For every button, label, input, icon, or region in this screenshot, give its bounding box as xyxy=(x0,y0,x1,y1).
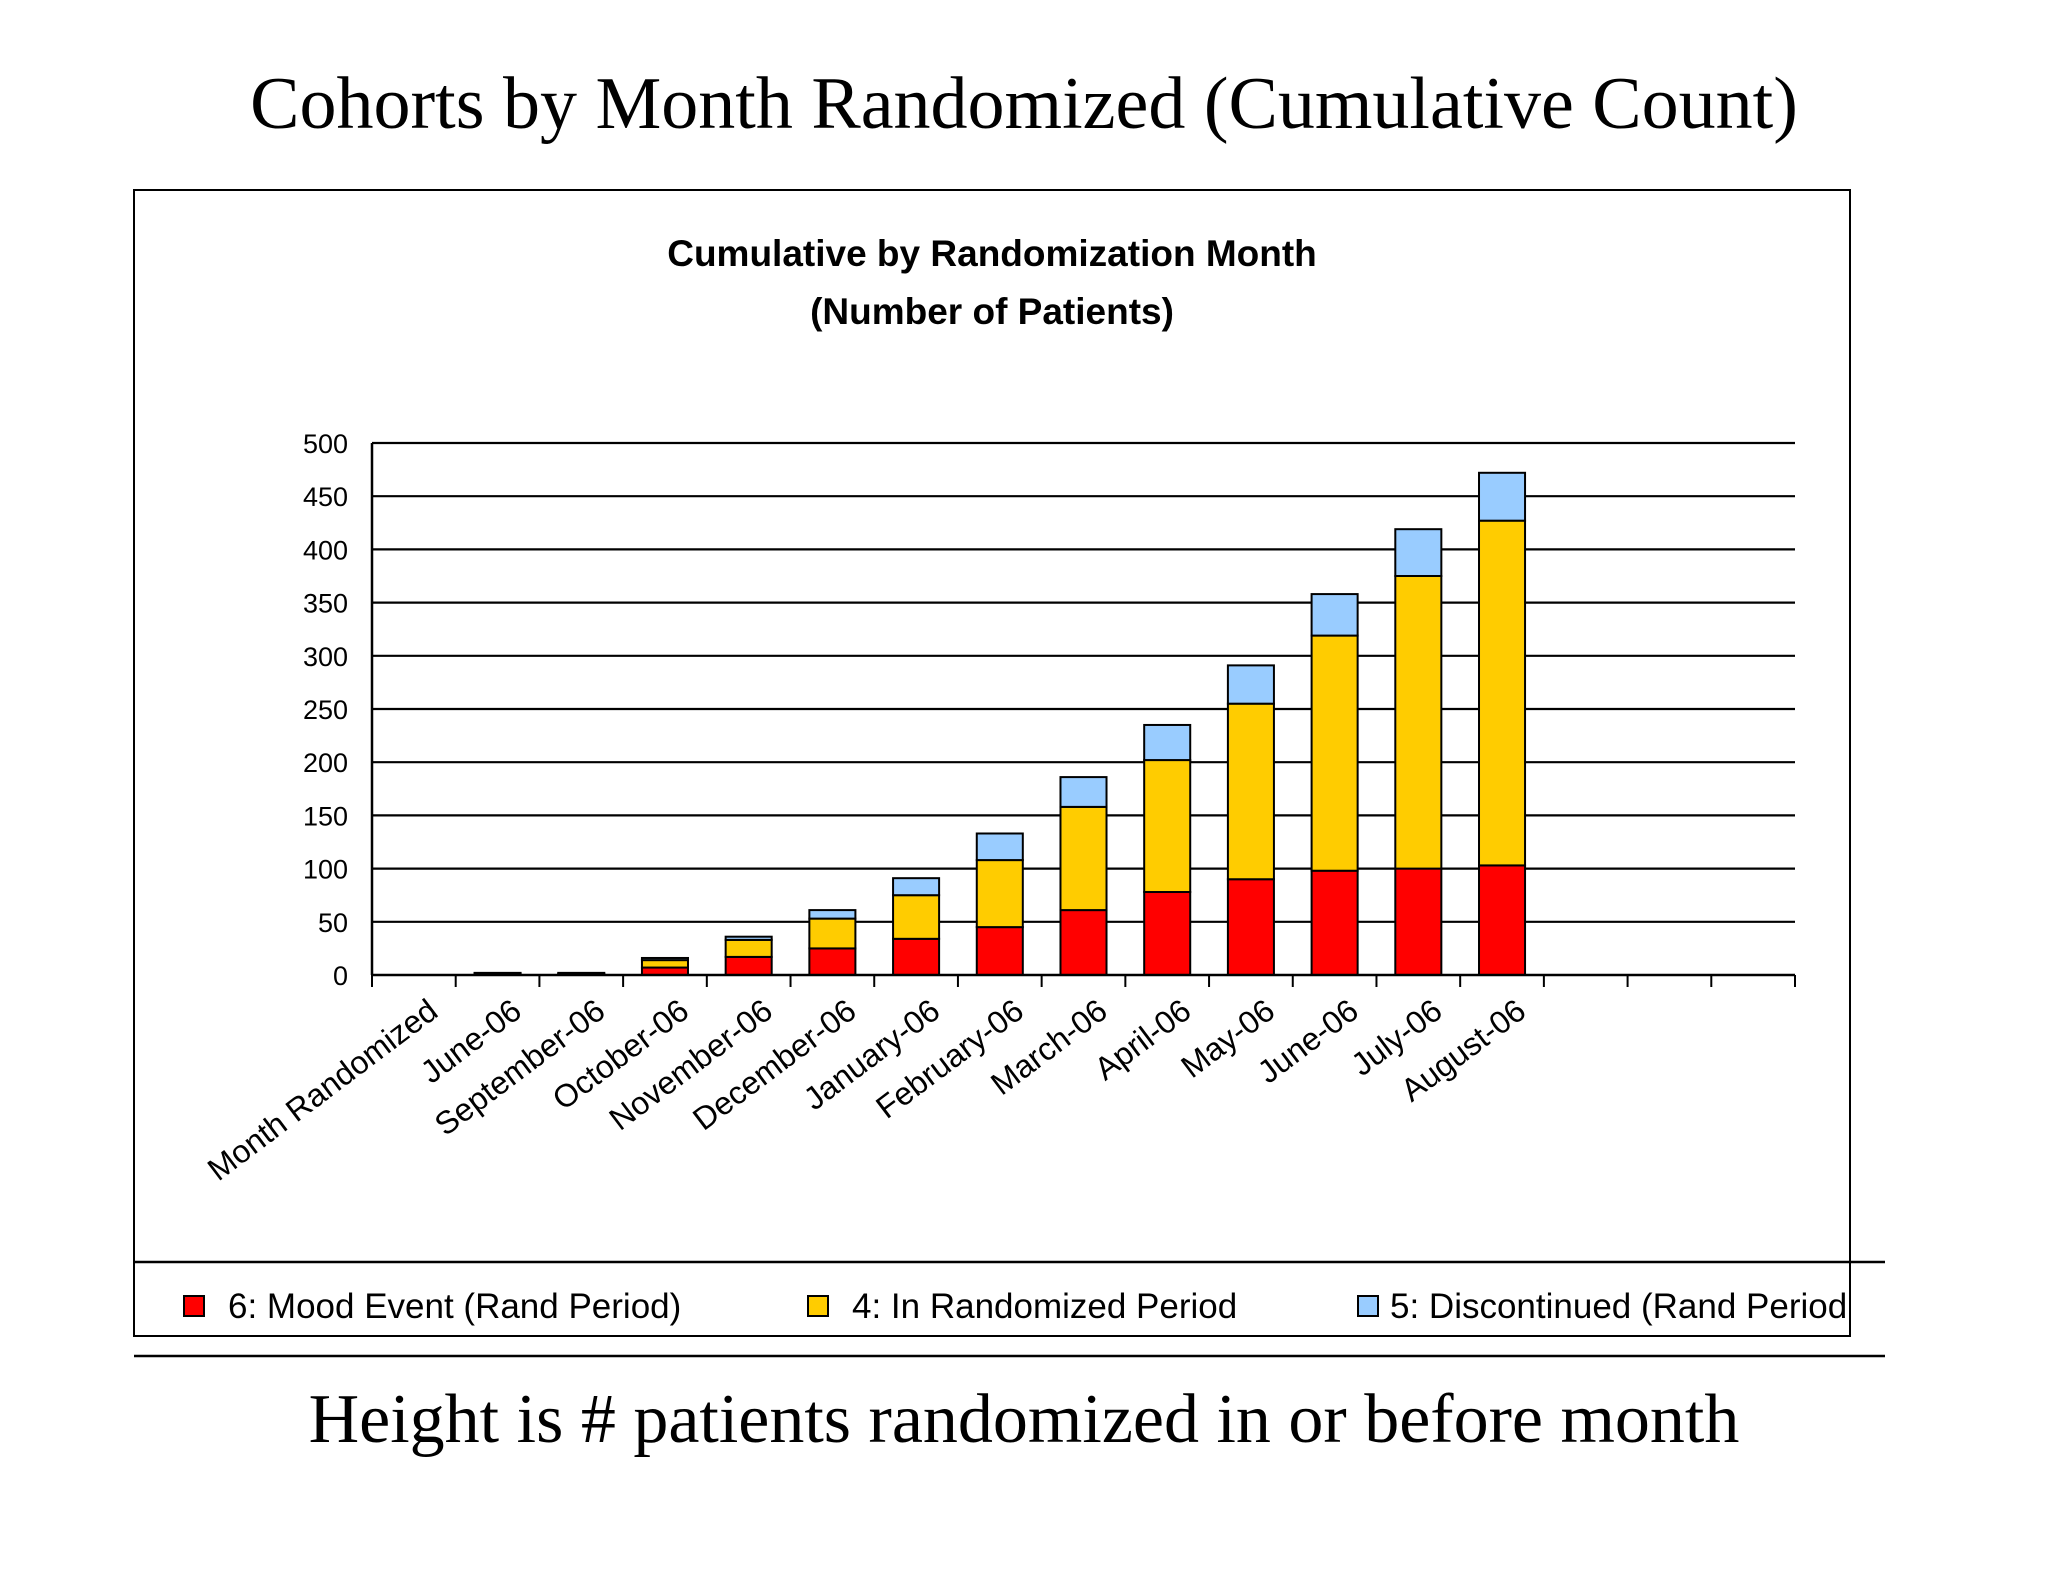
bar-segment-2 xyxy=(1060,807,1106,910)
bar-segment-3 xyxy=(1479,473,1525,521)
legend-label-3: 5: Discontinued (Rand Period xyxy=(1390,1287,1847,1326)
bar-segment-2 xyxy=(1228,704,1274,880)
legend-label-2: 4: In Randomized Period xyxy=(852,1287,1237,1326)
bar-segment-1 xyxy=(1228,879,1274,975)
legend-swatch-2 xyxy=(808,1296,828,1316)
y-tick-label: 150 xyxy=(303,801,348,831)
y-tick-label: 50 xyxy=(318,908,348,938)
bar-segment-3 xyxy=(1228,665,1274,703)
slide-caption: Height is # patients randomized in or be… xyxy=(0,1380,2048,1460)
y-tick-label: 500 xyxy=(303,429,348,459)
bar-segment-2 xyxy=(642,960,688,967)
bar-segment-1 xyxy=(1395,869,1441,975)
y-tick-label: 200 xyxy=(303,748,348,778)
bar-segment-3 xyxy=(726,937,772,940)
legend-swatch-3 xyxy=(1358,1296,1378,1316)
bar-segment-1 xyxy=(1060,910,1106,975)
bar-segment-1 xyxy=(1479,865,1525,975)
bar-segment-2 xyxy=(1312,636,1358,871)
bar-segment-3 xyxy=(1144,725,1190,760)
bar-segment-2 xyxy=(893,895,939,939)
chart-subtitle: (Number of Patients) xyxy=(810,291,1174,332)
bar-segment-3 xyxy=(1060,777,1106,807)
bar-segment-1 xyxy=(1144,892,1190,975)
legend-label-1: 6: Mood Event (Rand Period) xyxy=(228,1287,681,1326)
y-tick-label: 400 xyxy=(303,535,348,565)
bar-segment-2 xyxy=(1395,576,1441,869)
chart-title: Cumulative by Randomization Month xyxy=(667,233,1317,274)
bar-segment-2 xyxy=(1479,521,1525,866)
bar-segment-3 xyxy=(893,878,939,895)
bar-segment-1 xyxy=(1312,871,1358,975)
y-tick-label: 450 xyxy=(303,482,348,512)
bar-segment-2 xyxy=(809,919,855,949)
y-tick-label: 100 xyxy=(303,855,348,885)
bar-segment-3 xyxy=(1395,529,1441,576)
y-tick-label: 300 xyxy=(303,642,348,672)
y-tick-label: 350 xyxy=(303,589,348,619)
bar-segment-1 xyxy=(893,939,939,975)
bar-segment-3 xyxy=(809,910,855,919)
bar-segment-2 xyxy=(977,860,1023,927)
bar-segment-3 xyxy=(1312,594,1358,635)
y-tick-label: 0 xyxy=(333,961,348,991)
bar-segment-3 xyxy=(977,833,1023,860)
bar-segment-2 xyxy=(726,940,772,957)
legend-swatch-1 xyxy=(184,1296,204,1316)
y-tick-label: 250 xyxy=(303,695,348,725)
bar-segment-1 xyxy=(977,927,1023,975)
bar-segment-2 xyxy=(1144,760,1190,892)
bar-segment-1 xyxy=(726,957,772,975)
bar-segment-1 xyxy=(809,948,855,975)
bar-segment-3 xyxy=(642,958,688,960)
